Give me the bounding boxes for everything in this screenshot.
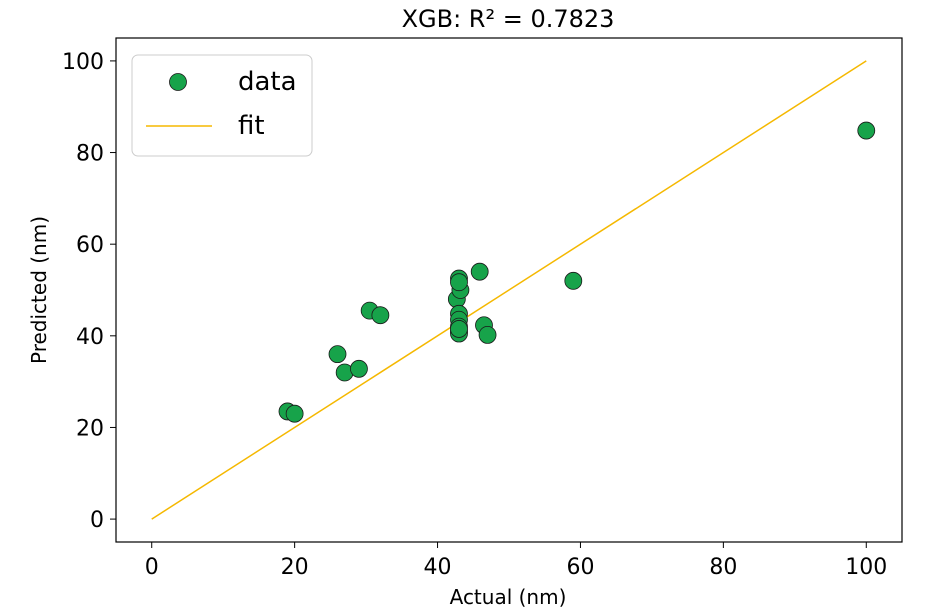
data-points-layer bbox=[278, 121, 876, 423]
legend: data fit bbox=[131, 54, 313, 157]
data-point bbox=[857, 121, 876, 140]
data-point bbox=[371, 306, 390, 325]
x-tick-label: 0 bbox=[145, 555, 159, 580]
data-point bbox=[450, 320, 468, 338]
x-axis-ticks: 0 20 40 60 80 100 bbox=[145, 542, 887, 580]
data-point bbox=[350, 359, 368, 378]
y-tick-label: 0 bbox=[90, 508, 104, 533]
x-tick-label: 20 bbox=[281, 555, 309, 580]
y-tick-label: 40 bbox=[76, 325, 104, 350]
chart-title: XGB: R² = 0.7823 bbox=[402, 5, 615, 33]
y-tick-label: 20 bbox=[76, 416, 104, 441]
data-point bbox=[450, 273, 468, 292]
plot-area bbox=[115, 37, 903, 543]
x-tick-label: 60 bbox=[566, 555, 594, 580]
x-tick-label: 40 bbox=[424, 555, 452, 580]
y-tick-label: 80 bbox=[76, 142, 104, 167]
y-tick-label: 100 bbox=[62, 50, 104, 75]
y-tick-label: 60 bbox=[76, 233, 104, 258]
fit-line bbox=[151, 60, 867, 520]
data-point bbox=[564, 271, 583, 290]
data-point bbox=[328, 345, 347, 364]
data-point bbox=[470, 262, 489, 281]
y-axis-label: Predicted (nm) bbox=[27, 216, 51, 364]
data-point bbox=[478, 326, 497, 344]
legend-data-marker bbox=[169, 73, 187, 91]
x-tick-label: 100 bbox=[845, 555, 887, 580]
x-tick-label: 80 bbox=[709, 555, 737, 580]
y-axis-ticks: 0 20 40 60 80 100 bbox=[62, 50, 116, 533]
plot-frame bbox=[115, 37, 903, 543]
fit-line-layer bbox=[151, 60, 867, 520]
legend-label-data: data bbox=[238, 67, 297, 97]
data-point bbox=[285, 404, 304, 423]
x-axis-label: Actual (nm) bbox=[450, 585, 567, 609]
legend-label-fit: fit bbox=[238, 111, 265, 141]
